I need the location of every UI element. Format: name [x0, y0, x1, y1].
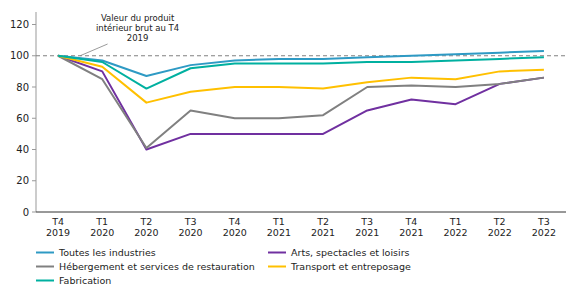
x-tick-label: T42020 [223, 216, 247, 238]
legend-swatch [268, 252, 286, 254]
y-tick [32, 55, 36, 56]
legend-swatch [36, 266, 54, 268]
annotation-connector [80, 44, 107, 56]
y-tick-label: 0 [23, 207, 29, 218]
chart: 0 20 40 60 80 100 120 T42019 T12020 T22020 T32020 T… [0, 0, 576, 302]
x-tick-label: T22022 [488, 216, 512, 238]
x-tick-label: T12021 [267, 216, 291, 238]
y-tick [32, 24, 36, 25]
x-tick-label: T42021 [399, 216, 423, 238]
reference-line [36, 55, 566, 56]
legend-label: Transport et entreposage [290, 261, 411, 272]
x-tick-label: T22021 [311, 216, 335, 238]
series-line [58, 56, 544, 103]
x-tick-label: T32021 [355, 216, 379, 238]
legend-swatch [268, 266, 286, 268]
y-tick [32, 87, 36, 88]
x-tick-label: T22020 [134, 216, 158, 238]
series-line [58, 56, 544, 150]
y-tick [32, 118, 36, 119]
x-tick-label: T32022 [532, 216, 556, 238]
y-tick-label: 40 [16, 144, 29, 155]
y-tick [32, 149, 36, 150]
y-tick-label: 20 [16, 175, 29, 186]
legend-label: Arts, spectacles et loisirs [291, 247, 410, 258]
plot-area [36, 51, 566, 149]
y-axis-line [36, 12, 37, 212]
x-tick-label: T42019 [46, 216, 70, 238]
legend-label: Toutes les industries [58, 247, 156, 258]
y-tick [32, 212, 36, 213]
x-axis-line [36, 212, 566, 213]
y-tick-label: 100 [10, 50, 29, 61]
legend-swatch [36, 280, 54, 282]
legend-label: Fabrication [59, 275, 111, 286]
x-tick-label: T12020 [90, 216, 114, 238]
y-tick [32, 180, 36, 181]
y-tick-label: 80 [16, 82, 29, 93]
y-tick-label: 60 [16, 113, 29, 124]
x-tick-label: T12022 [443, 216, 467, 238]
x-tick-label: T32020 [178, 216, 202, 238]
legend-swatch [36, 252, 54, 254]
series-line [58, 56, 544, 89]
legend: Toutes les industries Arts, spectacles et… [36, 247, 411, 286]
legend-label: Hébergement et services de restauration [59, 261, 255, 272]
annotation: Valeur du produitintérieur brut au T4201… [96, 13, 179, 43]
y-tick-label: 120 [10, 19, 29, 30]
series-line [58, 56, 544, 148]
